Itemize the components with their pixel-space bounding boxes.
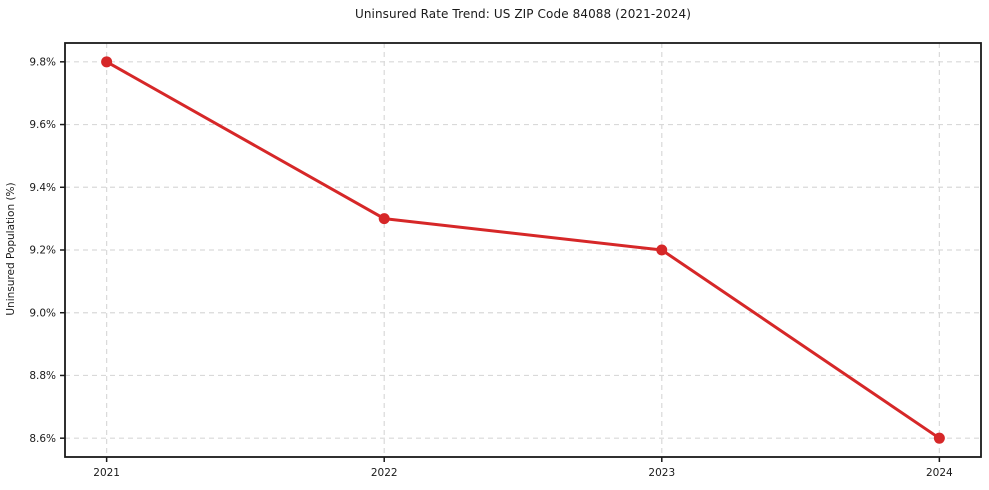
y-tick-label: 9.8% [29,56,56,68]
y-tick-label: 8.8% [29,370,56,382]
x-tick-label: 2021 [93,467,120,479]
data-point-marker [378,213,390,225]
y-tick-label: 9.6% [29,119,56,131]
x-tick-label: 2024 [926,467,953,479]
data-point-marker [101,56,113,68]
y-tick-label: 9.4% [29,182,56,194]
y-tick-label: 8.6% [29,433,56,445]
trend-line [105,60,941,440]
y-axis-label: Uninsured Population (%) [5,182,17,316]
x-tick-label: 2022 [371,467,398,479]
y-tick-label: 9.0% [29,307,56,319]
data-point-marker [933,432,945,444]
chart-title: Uninsured Rate Trend: US ZIP Code 84088 … [354,7,692,21]
data-point-marker [656,244,668,256]
x-tick-label: 2023 [648,467,675,479]
y-tick-label: 9.2% [29,245,56,257]
